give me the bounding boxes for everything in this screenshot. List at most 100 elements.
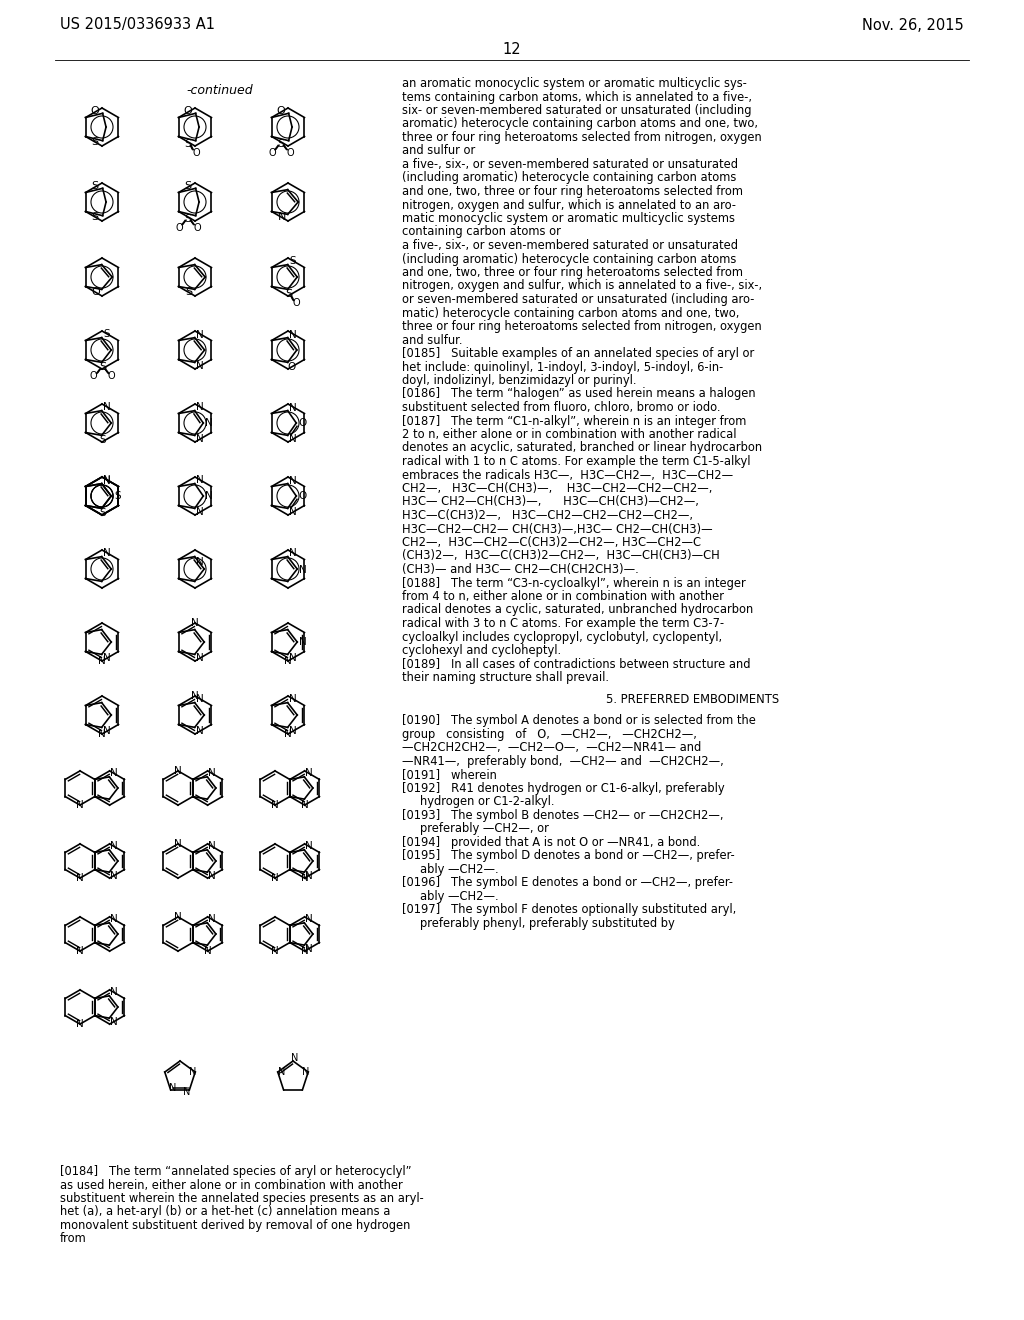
Text: their naming structure shall prevail.: their naming structure shall prevail. <box>402 671 609 684</box>
Text: 5. PREFERRED EMBODIMENTS: 5. PREFERRED EMBODIMENTS <box>606 693 779 706</box>
Text: N: N <box>111 871 118 882</box>
Text: 12: 12 <box>503 42 521 58</box>
Text: hydrogen or C1-2-alkyl.: hydrogen or C1-2-alkyl. <box>420 795 555 808</box>
Text: O: O <box>194 223 201 232</box>
Text: [0197]   The symbol F denotes optionally substituted aryl,: [0197] The symbol F denotes optionally s… <box>402 903 736 916</box>
Text: [0188]   The term “C3-n-cycloalkyl”, wherein n is an integer: [0188] The term “C3-n-cycloalkyl”, where… <box>402 577 745 590</box>
Text: S: S <box>91 181 98 191</box>
Text: radical with 1 to n C atoms. For example the term C1-5-alkyl: radical with 1 to n C atoms. For example… <box>402 455 751 469</box>
Text: N: N <box>209 913 216 924</box>
Text: [0189]   In all cases of contradictions between structure and: [0189] In all cases of contradictions be… <box>402 657 751 671</box>
Text: (CH3)2—,  H3C—C(CH3)2—CH2—,  H3C—CH(CH3)—CH: (CH3)2—, H3C—C(CH3)2—CH2—, H3C—CH(CH3)—C… <box>402 549 720 562</box>
Text: (CH3)— and H3C— CH2—CH(CH2CH3)—.: (CH3)— and H3C— CH2—CH(CH2CH3)—. <box>402 564 639 576</box>
Text: N: N <box>174 912 182 921</box>
Text: N: N <box>305 913 313 924</box>
Text: embraces the radicals H3C—,  H3C—CH2—,  H3C—CH2—: embraces the radicals H3C—, H3C—CH2—, H3… <box>402 469 733 482</box>
Text: N: N <box>209 841 216 851</box>
Text: cycloalkyl includes cyclopropyl, cyclobutyl, cyclopentyl,: cycloalkyl includes cyclopropyl, cyclobu… <box>402 631 722 644</box>
Text: group   consisting   of   O,   —CH2—,   —CH2CH2—,: group consisting of O, —CH2—, —CH2CH2—, <box>402 727 697 741</box>
Text: O: O <box>90 371 97 381</box>
Text: O: O <box>91 286 100 297</box>
Text: H3C—C(CH3)2—,   H3C—CH2—CH2—CH2—CH2—,: H3C—C(CH3)2—, H3C—CH2—CH2—CH2—CH2—, <box>402 510 693 521</box>
Text: S: S <box>184 214 191 223</box>
Text: N: N <box>289 693 297 704</box>
Text: N: N <box>305 871 313 882</box>
Text: S: S <box>184 139 191 149</box>
Text: N: N <box>209 768 216 777</box>
Text: N: N <box>98 656 105 667</box>
Text: and sulfur or: and sulfur or <box>402 144 475 157</box>
Text: [0195]   The symbol D denotes a bond or —CH2—, prefer-: [0195] The symbol D denotes a bond or —C… <box>402 849 735 862</box>
Text: S: S <box>99 363 106 372</box>
Text: S: S <box>185 286 193 297</box>
Text: S: S <box>278 139 285 149</box>
Text: N: N <box>102 475 111 484</box>
Text: N: N <box>289 548 297 557</box>
Text: N: N <box>289 726 297 737</box>
Text: O: O <box>91 107 99 116</box>
Text: S: S <box>91 136 98 147</box>
Text: [0187]   The term “C1-n-alkyl”, wherein n is an integer from: [0187] The term “C1-n-alkyl”, wherein n … <box>402 414 746 428</box>
Text: het (a), a het-aryl (b) or a het-het (c) annelation means a: het (a), a het-aryl (b) or a het-het (c)… <box>60 1205 390 1218</box>
Text: doyl, indolizinyl, benzimidazyl or purinyl.: doyl, indolizinyl, benzimidazyl or purin… <box>402 374 637 387</box>
Text: N: N <box>291 1053 299 1063</box>
Text: and one, two, three or four ring heteroatoms selected from: and one, two, three or four ring heteroa… <box>402 185 743 198</box>
Text: H3C—CH2—CH2— CH(CH3)—,H3C— CH2—CH(CH3)—: H3C—CH2—CH2— CH(CH3)—,H3C— CH2—CH(CH3)— <box>402 523 713 536</box>
Text: matic monocyclic system or aromatic multicyclic systems: matic monocyclic system or aromatic mult… <box>402 213 735 224</box>
Text: O: O <box>268 148 275 157</box>
Text: 2 to n, either alone or in combination with another radical: 2 to n, either alone or in combination w… <box>402 428 736 441</box>
Text: N: N <box>182 1086 190 1097</box>
Text: three or four ring heteroatoms selected from nitrogen, oxygen: three or four ring heteroatoms selected … <box>402 319 762 333</box>
Text: N: N <box>289 403 297 413</box>
Text: N: N <box>301 800 308 810</box>
Text: N: N <box>76 946 84 956</box>
Text: N: N <box>196 693 204 704</box>
Text: —CH2CH2CH2—,  —CH2—O—,  —CH2—NR41— and: —CH2CH2CH2—, —CH2—O—, —CH2—NR41— and <box>402 742 701 754</box>
Text: N: N <box>289 434 297 445</box>
Text: [0185]   Suitable examples of an annelated species of aryl or: [0185] Suitable examples of an annelated… <box>402 347 755 360</box>
Text: N: N <box>111 1018 118 1027</box>
Text: substituent selected from fluoro, chloro, bromo or iodo.: substituent selected from fluoro, chloro… <box>402 401 721 414</box>
Text: -continued: -continued <box>186 83 253 96</box>
Text: N: N <box>196 362 204 371</box>
Text: N: N <box>102 548 111 557</box>
Text: N: N <box>174 840 182 849</box>
Text: N: N <box>278 213 286 222</box>
Text: cyclohexyl and cycloheptyl.: cyclohexyl and cycloheptyl. <box>402 644 561 657</box>
Text: N: N <box>196 557 204 566</box>
Text: [0186]   The term “halogen” as used herein means a halogen: [0186] The term “halogen” as used herein… <box>402 388 756 400</box>
Text: N: N <box>301 873 308 883</box>
Text: [0192]   R41 denotes hydrogen or C1-6-alkyl, preferably: [0192] R41 denotes hydrogen or C1-6-alky… <box>402 781 725 795</box>
Text: N: N <box>111 841 118 851</box>
Text: N: N <box>76 800 84 810</box>
Text: [0190]   The symbol A denotes a bond or is selected from the: [0190] The symbol A denotes a bond or is… <box>402 714 756 727</box>
Text: N: N <box>299 565 307 576</box>
Text: N: N <box>196 653 204 664</box>
Text: N: N <box>305 944 313 954</box>
Text: N: N <box>301 946 308 956</box>
Text: N: N <box>209 871 216 882</box>
Text: a five-, six-, or seven-membered saturated or unsaturated: a five-, six-, or seven-membered saturat… <box>402 158 738 172</box>
Text: nitrogen, oxygen and sulfur, which is annelated to a five-, six-,: nitrogen, oxygen and sulfur, which is an… <box>402 280 762 293</box>
Text: H3C— CH2—CH(CH3)—,      H3C—CH(CH3)—CH2—,: H3C— CH2—CH(CH3)—, H3C—CH(CH3)—CH2—, <box>402 495 698 508</box>
Text: S: S <box>184 181 191 191</box>
Text: substituent wherein the annelated species presents as an aryl-: substituent wherein the annelated specie… <box>60 1192 424 1205</box>
Text: six- or seven-membered saturated or unsaturated (including: six- or seven-membered saturated or unsa… <box>402 104 752 117</box>
Text: N: N <box>289 475 297 486</box>
Text: (including aromatic) heterocycle containing carbon atoms: (including aromatic) heterocycle contain… <box>402 172 736 185</box>
Text: N: N <box>271 946 279 956</box>
Text: and one, two, three or four ring heteroatoms selected from: and one, two, three or four ring heteroa… <box>402 267 743 279</box>
Text: N: N <box>299 638 307 647</box>
Text: N: N <box>111 768 118 777</box>
Text: N: N <box>102 475 111 486</box>
Text: S: S <box>99 508 106 519</box>
Text: from 4 to n, either alone or in combination with another: from 4 to n, either alone or in combinat… <box>402 590 724 603</box>
Text: CH2—,   H3C—CH(CH3)—,    H3C—CH2—CH2—CH2—,: CH2—, H3C—CH(CH3)—, H3C—CH2—CH2—CH2—, <box>402 482 713 495</box>
Text: O: O <box>108 371 116 381</box>
Text: N: N <box>284 729 292 739</box>
Text: N: N <box>305 841 313 851</box>
Text: N: N <box>271 873 279 883</box>
Text: N: N <box>111 913 118 924</box>
Text: US 2015/0336933 A1: US 2015/0336933 A1 <box>60 17 215 33</box>
Text: N: N <box>98 729 105 739</box>
